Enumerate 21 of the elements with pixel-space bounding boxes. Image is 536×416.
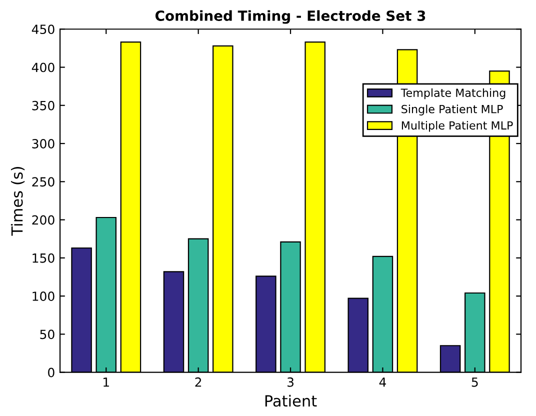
y-tick-label: 100 xyxy=(32,292,54,301)
legend-label: Template Matching xyxy=(400,88,506,100)
legend-label: Multiple Patient MLP xyxy=(402,120,513,132)
chart-title: Combined Timing - Electrode Set 3 xyxy=(155,10,426,24)
y-tick-label: 150 xyxy=(32,253,54,263)
x-tick-label: 1 xyxy=(104,378,109,387)
y-tick-label: 450 xyxy=(32,24,54,34)
x-tick-label: 5 xyxy=(472,378,478,387)
y-tick-label: 50 xyxy=(40,330,54,340)
legend-label: Single Patient MLP xyxy=(402,104,503,116)
x-tick-label: 2 xyxy=(195,377,202,387)
x-tick-label: 3 xyxy=(287,377,294,387)
y-tick-label: 250 xyxy=(32,177,54,187)
y-tick-label: 0 xyxy=(48,368,54,378)
x-axis-title: Patient xyxy=(265,394,317,407)
x-tick-label: 4 xyxy=(379,378,386,387)
y-tick-label: 350 xyxy=(32,100,54,110)
y-tick-label: 200 xyxy=(32,215,54,225)
y-tick-label: 300 xyxy=(32,138,54,148)
y-axis-title: Times (s) xyxy=(10,166,25,236)
y-tick-label: 400 xyxy=(32,62,54,72)
